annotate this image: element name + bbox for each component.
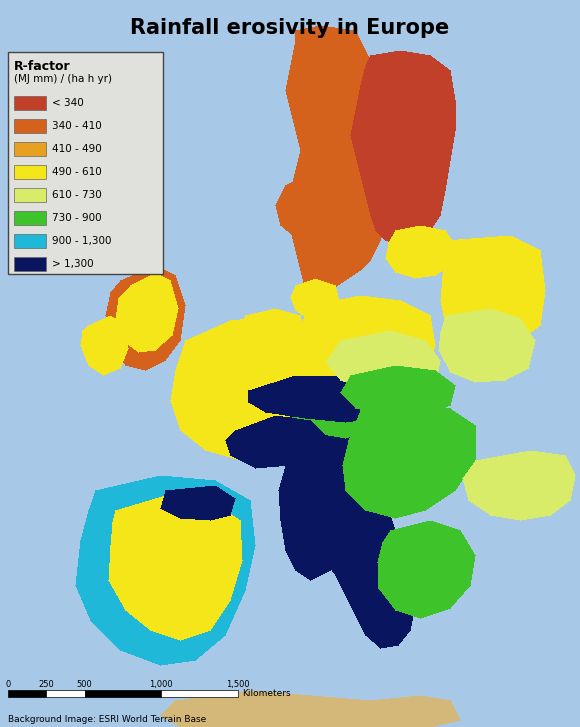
Text: 500: 500 <box>77 680 93 689</box>
Bar <box>161 690 238 697</box>
Bar <box>14 211 46 225</box>
Text: 900 - 1,300: 900 - 1,300 <box>52 236 111 246</box>
Bar <box>8 52 163 274</box>
Text: Rainfall erosivity in Europe: Rainfall erosivity in Europe <box>130 18 450 38</box>
Text: (MJ mm) / (ha h yr): (MJ mm) / (ha h yr) <box>14 74 112 84</box>
Text: 410 - 490: 410 - 490 <box>52 144 102 154</box>
Text: Background Image: ESRI World Terrain Base: Background Image: ESRI World Terrain Bas… <box>8 715 206 724</box>
Text: 610 - 730: 610 - 730 <box>52 190 102 200</box>
Bar <box>8 690 46 697</box>
Bar <box>14 257 46 271</box>
Text: Kilometers: Kilometers <box>242 689 291 698</box>
Text: 340 - 410: 340 - 410 <box>52 121 102 131</box>
Bar <box>85 690 161 697</box>
Bar <box>14 142 46 156</box>
Text: 0: 0 <box>5 680 10 689</box>
Text: 1,500: 1,500 <box>226 680 250 689</box>
Text: 1,000: 1,000 <box>150 680 173 689</box>
Bar <box>14 96 46 110</box>
Text: R-factor: R-factor <box>14 60 71 73</box>
Text: > 1,300: > 1,300 <box>52 259 93 269</box>
Text: < 340: < 340 <box>52 98 84 108</box>
Bar <box>14 165 46 179</box>
Bar <box>14 188 46 202</box>
Text: 250: 250 <box>38 680 54 689</box>
Bar <box>14 234 46 248</box>
Text: 730 - 900: 730 - 900 <box>52 213 102 223</box>
Bar <box>14 119 46 133</box>
Text: 490 - 610: 490 - 610 <box>52 167 102 177</box>
Bar <box>46 690 85 697</box>
